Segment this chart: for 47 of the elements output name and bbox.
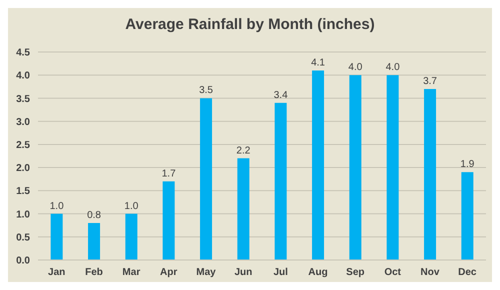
y-tick-label: 0.5: [16, 232, 30, 244]
data-label: 1.0: [50, 200, 64, 212]
bar: [424, 88, 436, 260]
y-tick-label: 3.5: [16, 94, 30, 105]
y-tick-label: 3.0: [16, 116, 30, 128]
bar: [386, 75, 399, 260]
x-tick-label: Jan: [48, 267, 66, 278]
bar: [125, 214, 138, 260]
y-tick-label: 4.5: [16, 48, 30, 59]
x-tick-label: Aug: [308, 267, 328, 278]
data-label: 3.5: [199, 85, 214, 96]
x-tick-label: May: [196, 267, 216, 278]
x-tick-label: Jun: [234, 267, 252, 278]
x-tick-label: Nov: [420, 267, 440, 278]
x-tick-label: Apr: [160, 267, 178, 278]
y-tick-label: 2.5: [16, 140, 30, 151]
chart-title: Average Rainfall by Month (inches): [124, 15, 376, 35]
bar: [349, 75, 362, 260]
bar: [312, 70, 324, 260]
bar: [461, 172, 474, 260]
y-tick-label: 4.0: [16, 70, 30, 82]
data-label: 4.1: [311, 57, 326, 68]
x-tick-label: Jul: [273, 267, 288, 278]
bar: [200, 98, 212, 260]
bar: [162, 181, 175, 260]
bar: [237, 158, 250, 260]
y-tick-label: 2.0: [16, 163, 30, 174]
data-label: 2.2: [236, 145, 251, 156]
x-tick-label: Dec: [458, 267, 477, 278]
bar: [274, 102, 287, 260]
y-tick-label: 1.5: [16, 186, 30, 198]
x-tick-label: Oct: [384, 267, 402, 278]
data-label: 1.0: [124, 200, 139, 212]
data-label: 4.0: [348, 62, 363, 74]
data-label: 3.7: [423, 76, 438, 87]
data-label: 1.9: [460, 159, 475, 170]
bar: [88, 223, 100, 260]
bar: [50, 214, 63, 260]
x-tick-label: Feb: [85, 267, 103, 278]
x-tick-label: Sep: [346, 267, 365, 278]
data-label: 0.8: [87, 210, 102, 222]
x-tick-label: Mar: [122, 267, 140, 278]
data-label: 3.4: [274, 90, 288, 101]
y-tick-label: 0.0: [16, 256, 30, 267]
data-label: 4.0: [386, 62, 400, 74]
y-tick-label: 1.0: [16, 209, 30, 220]
data-label: 1.7: [162, 168, 176, 180]
